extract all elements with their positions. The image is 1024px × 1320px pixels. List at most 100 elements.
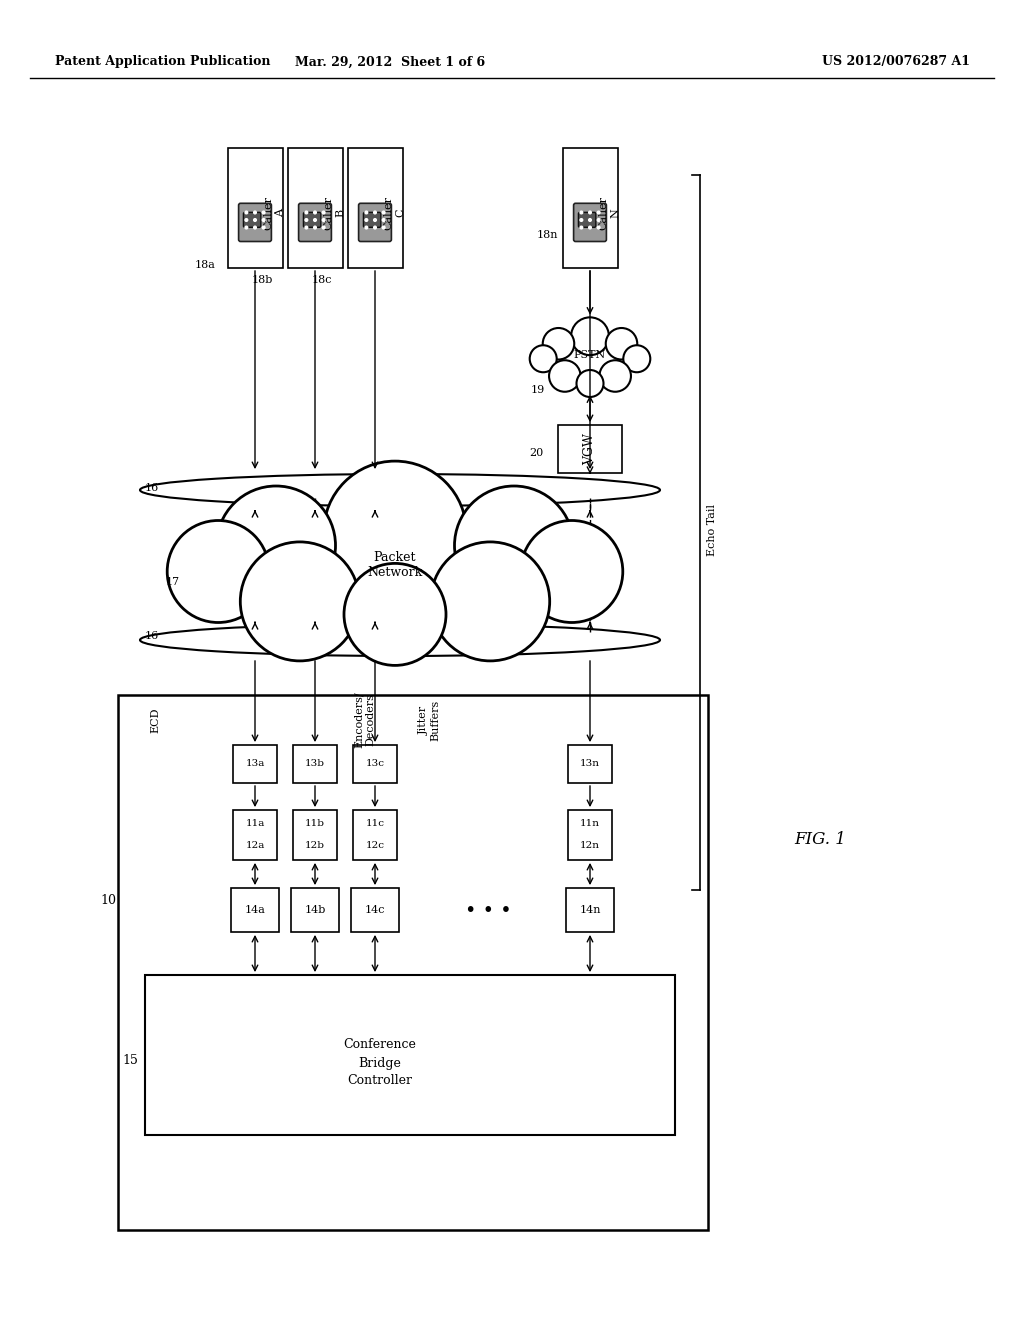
Circle shape: [580, 211, 583, 214]
Text: 10: 10: [100, 894, 116, 907]
Circle shape: [571, 317, 609, 355]
Ellipse shape: [140, 624, 660, 656]
Circle shape: [589, 211, 591, 214]
FancyBboxPatch shape: [566, 888, 614, 932]
FancyBboxPatch shape: [558, 425, 622, 473]
Text: • • •: • • •: [465, 900, 511, 920]
Ellipse shape: [140, 474, 660, 506]
FancyBboxPatch shape: [573, 203, 606, 242]
Circle shape: [245, 226, 248, 228]
FancyBboxPatch shape: [231, 888, 279, 932]
Circle shape: [323, 226, 325, 228]
Circle shape: [365, 211, 368, 214]
Text: 18n: 18n: [537, 230, 558, 240]
FancyBboxPatch shape: [347, 148, 402, 268]
Ellipse shape: [552, 329, 629, 381]
FancyBboxPatch shape: [118, 696, 708, 1230]
FancyBboxPatch shape: [351, 888, 399, 932]
Circle shape: [431, 543, 550, 661]
Text: 14a: 14a: [245, 906, 265, 915]
Circle shape: [305, 211, 307, 214]
FancyBboxPatch shape: [353, 744, 397, 783]
Text: 20: 20: [528, 447, 543, 458]
Text: 12a: 12a: [246, 842, 264, 850]
Text: Bridge: Bridge: [358, 1056, 401, 1069]
Text: Caller
N: Caller N: [599, 195, 621, 230]
Text: FIG. 1: FIG. 1: [794, 832, 846, 849]
Text: Caller
C: Caller C: [384, 195, 406, 230]
Circle shape: [262, 211, 265, 214]
Text: Echo Tail: Echo Tail: [707, 504, 717, 556]
FancyBboxPatch shape: [291, 888, 339, 932]
Text: 19: 19: [530, 385, 545, 395]
Circle shape: [382, 211, 385, 214]
Text: 18b: 18b: [251, 275, 272, 285]
Text: 16: 16: [144, 483, 159, 492]
FancyBboxPatch shape: [239, 203, 271, 242]
FancyBboxPatch shape: [303, 213, 321, 227]
FancyBboxPatch shape: [358, 203, 391, 242]
Text: Conference: Conference: [344, 1039, 417, 1052]
Circle shape: [580, 219, 583, 222]
Circle shape: [597, 226, 600, 228]
Circle shape: [365, 226, 368, 228]
Text: Encoders/
Decoders: Encoders/ Decoders: [354, 692, 376, 748]
FancyBboxPatch shape: [568, 744, 612, 783]
Text: 11b: 11b: [305, 820, 325, 829]
Text: 14c: 14c: [365, 906, 385, 915]
Text: 13b: 13b: [305, 759, 325, 768]
Circle shape: [580, 226, 583, 228]
Circle shape: [245, 211, 248, 214]
Circle shape: [241, 543, 359, 661]
Text: Controller: Controller: [347, 1074, 413, 1088]
Text: 13n: 13n: [580, 759, 600, 768]
Text: PSTN: PSTN: [573, 350, 606, 360]
Text: 17: 17: [166, 577, 180, 587]
FancyBboxPatch shape: [353, 810, 397, 861]
Text: 14b: 14b: [304, 906, 326, 915]
Circle shape: [549, 360, 581, 392]
Circle shape: [305, 226, 307, 228]
Circle shape: [382, 219, 385, 222]
FancyBboxPatch shape: [288, 148, 342, 268]
Text: 18c: 18c: [311, 275, 332, 285]
FancyBboxPatch shape: [293, 744, 337, 783]
Text: 15: 15: [122, 1053, 138, 1067]
Circle shape: [597, 219, 600, 222]
FancyBboxPatch shape: [364, 213, 381, 227]
Circle shape: [324, 461, 466, 605]
FancyBboxPatch shape: [579, 213, 596, 227]
Circle shape: [262, 219, 265, 222]
Circle shape: [606, 327, 637, 359]
Circle shape: [374, 226, 377, 228]
Text: 12b: 12b: [305, 842, 325, 850]
Circle shape: [589, 219, 591, 222]
Circle shape: [313, 211, 316, 214]
Text: 11a: 11a: [246, 820, 264, 829]
Text: ECD: ECD: [150, 708, 160, 733]
Circle shape: [374, 211, 377, 214]
Text: 13a: 13a: [246, 759, 264, 768]
Circle shape: [216, 486, 336, 605]
Circle shape: [313, 219, 316, 222]
FancyBboxPatch shape: [145, 975, 675, 1135]
Circle shape: [455, 486, 573, 605]
Text: 14n: 14n: [580, 906, 601, 915]
Text: 11n: 11n: [580, 820, 600, 829]
Circle shape: [254, 226, 256, 228]
Text: Patent Application Publication: Patent Application Publication: [55, 55, 270, 69]
Text: Mar. 29, 2012  Sheet 1 of 6: Mar. 29, 2012 Sheet 1 of 6: [295, 55, 485, 69]
FancyBboxPatch shape: [562, 148, 617, 268]
Circle shape: [374, 219, 377, 222]
FancyBboxPatch shape: [568, 810, 612, 861]
Circle shape: [167, 520, 269, 623]
FancyBboxPatch shape: [227, 148, 283, 268]
FancyBboxPatch shape: [244, 213, 261, 227]
Circle shape: [323, 219, 325, 222]
Text: 11c: 11c: [366, 820, 384, 829]
Circle shape: [589, 226, 591, 228]
Text: 12n: 12n: [580, 842, 600, 850]
Text: Caller
A: Caller A: [264, 195, 286, 230]
Circle shape: [254, 211, 256, 214]
Circle shape: [543, 327, 574, 359]
